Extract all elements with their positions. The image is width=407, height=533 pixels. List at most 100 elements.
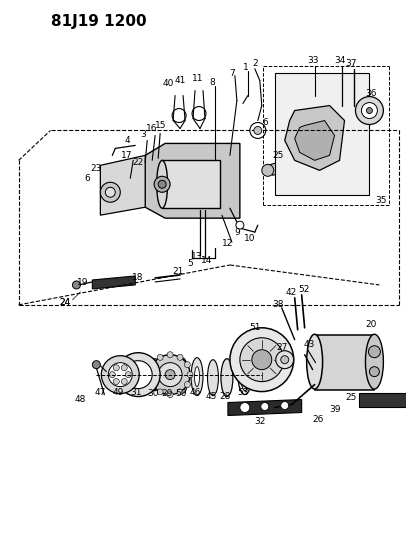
- Circle shape: [281, 401, 289, 409]
- Circle shape: [361, 102, 377, 118]
- Text: 38: 38: [272, 301, 284, 309]
- Circle shape: [124, 361, 152, 389]
- Text: 37: 37: [346, 59, 357, 68]
- Text: 14: 14: [201, 255, 213, 264]
- Circle shape: [125, 372, 131, 377]
- Text: 5: 5: [187, 259, 193, 268]
- Text: 46: 46: [189, 388, 201, 397]
- Text: 6: 6: [262, 118, 268, 127]
- Text: 50: 50: [175, 389, 187, 398]
- Text: 52: 52: [298, 285, 309, 294]
- Circle shape: [92, 361, 101, 369]
- Text: 23: 23: [91, 164, 102, 173]
- Text: 15: 15: [155, 121, 167, 130]
- Circle shape: [157, 354, 163, 360]
- Circle shape: [254, 126, 262, 134]
- Text: 10: 10: [244, 233, 256, 243]
- Text: 24: 24: [60, 298, 71, 308]
- Circle shape: [121, 378, 127, 384]
- Circle shape: [187, 372, 193, 377]
- Text: 22: 22: [133, 158, 144, 167]
- Text: 24: 24: [60, 298, 71, 308]
- Circle shape: [150, 382, 156, 387]
- Text: 16: 16: [147, 124, 158, 133]
- Text: 47: 47: [95, 388, 106, 397]
- Polygon shape: [228, 400, 302, 416]
- Circle shape: [105, 187, 115, 197]
- Circle shape: [184, 362, 190, 368]
- Circle shape: [366, 108, 372, 114]
- Ellipse shape: [157, 160, 168, 208]
- Ellipse shape: [178, 358, 188, 393]
- Text: 20: 20: [366, 320, 377, 329]
- Text: 11: 11: [192, 74, 204, 83]
- Circle shape: [113, 378, 119, 384]
- Circle shape: [355, 96, 383, 125]
- Polygon shape: [295, 120, 335, 160]
- Circle shape: [177, 389, 183, 395]
- Ellipse shape: [238, 354, 252, 394]
- Polygon shape: [275, 72, 370, 195]
- Text: 48: 48: [75, 395, 86, 404]
- Circle shape: [261, 402, 269, 410]
- Circle shape: [167, 352, 173, 358]
- Ellipse shape: [195, 367, 199, 386]
- Ellipse shape: [306, 334, 323, 389]
- Circle shape: [108, 362, 132, 386]
- Circle shape: [165, 370, 175, 379]
- Circle shape: [230, 328, 294, 392]
- Circle shape: [113, 365, 119, 371]
- Text: 18: 18: [131, 273, 143, 282]
- Text: 6: 6: [85, 174, 90, 183]
- Circle shape: [240, 338, 284, 382]
- Text: 27: 27: [276, 343, 287, 352]
- Circle shape: [158, 362, 182, 386]
- Polygon shape: [268, 160, 290, 175]
- Text: 9: 9: [234, 228, 240, 237]
- Text: 49: 49: [113, 388, 124, 397]
- Circle shape: [370, 367, 379, 377]
- Circle shape: [252, 350, 272, 370]
- Text: 1: 1: [243, 63, 249, 72]
- Circle shape: [150, 362, 156, 368]
- Text: 36: 36: [365, 89, 377, 98]
- Ellipse shape: [215, 164, 225, 204]
- Text: 53: 53: [237, 388, 249, 397]
- Text: 3: 3: [140, 130, 146, 139]
- Text: 43: 43: [304, 340, 315, 349]
- Circle shape: [177, 354, 183, 360]
- Polygon shape: [359, 393, 406, 407]
- Text: 19: 19: [77, 278, 88, 287]
- Polygon shape: [315, 335, 374, 390]
- Circle shape: [101, 182, 120, 202]
- Polygon shape: [101, 156, 145, 215]
- Circle shape: [116, 353, 160, 397]
- Circle shape: [101, 356, 139, 393]
- Text: 2: 2: [252, 59, 258, 68]
- Text: 21: 21: [173, 268, 184, 277]
- Polygon shape: [92, 276, 135, 289]
- Circle shape: [157, 389, 163, 395]
- Circle shape: [236, 221, 244, 229]
- Text: 28: 28: [219, 392, 231, 401]
- Text: 31: 31: [131, 388, 142, 397]
- Text: 30: 30: [147, 389, 159, 398]
- Polygon shape: [162, 160, 220, 208]
- Text: 45: 45: [205, 392, 217, 401]
- Text: 33: 33: [307, 56, 318, 65]
- Circle shape: [184, 382, 190, 387]
- Polygon shape: [145, 143, 240, 218]
- Circle shape: [368, 346, 381, 358]
- Ellipse shape: [241, 359, 249, 391]
- Text: 12: 12: [222, 239, 234, 248]
- Text: 34: 34: [334, 56, 345, 65]
- Circle shape: [72, 281, 81, 289]
- Circle shape: [109, 372, 115, 377]
- Text: 29: 29: [162, 389, 173, 398]
- Text: 41: 41: [174, 76, 186, 85]
- Text: 51: 51: [249, 324, 260, 332]
- Text: 39: 39: [329, 405, 340, 414]
- Circle shape: [121, 365, 127, 371]
- Polygon shape: [160, 160, 220, 208]
- Circle shape: [276, 351, 294, 369]
